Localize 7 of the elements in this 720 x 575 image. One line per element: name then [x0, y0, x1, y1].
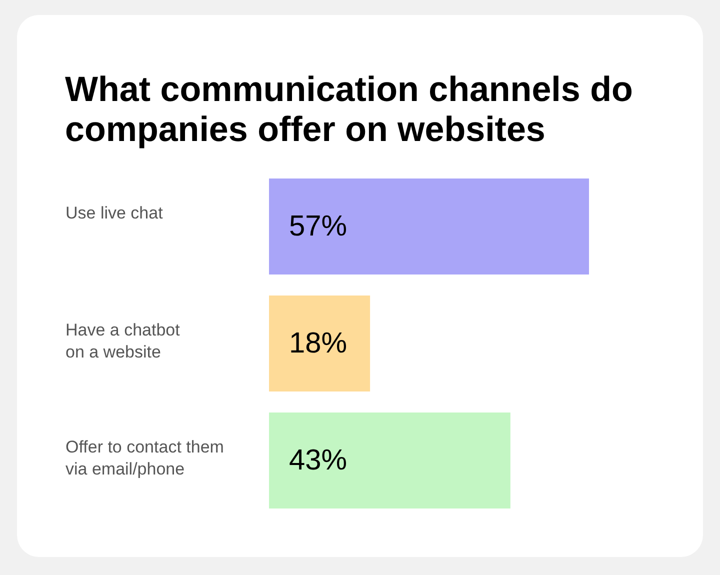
data-label: 18%	[289, 328, 348, 360]
data-label: 43%	[289, 444, 348, 476]
chart-title: What communication channels do companies offer on websites	[65, 70, 633, 149]
y-tick-label: Use live chat	[66, 204, 164, 222]
data-label: 57%	[289, 210, 348, 242]
y-tick-label: Have a chatbot on a website	[66, 320, 180, 362]
y-tick-label: Offer to contact them via email/phone	[66, 438, 224, 478]
